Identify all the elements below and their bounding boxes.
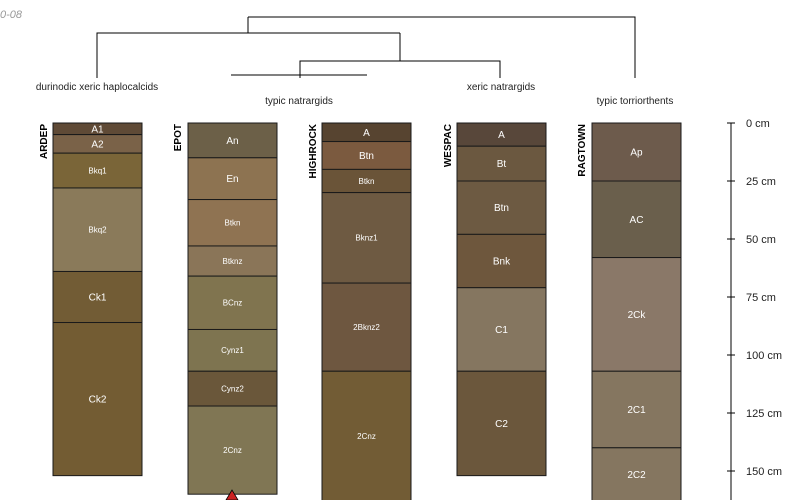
horizon-block	[187, 405, 278, 495]
dendrogram-branches	[96, 16, 636, 78]
horizon-block	[456, 287, 547, 372]
horizon-label: A1	[91, 124, 104, 135]
depth-tick-label: 125 cm	[746, 408, 782, 420]
horizon-label: Btkn	[224, 219, 240, 228]
soil-profile-epot: EPOT An En Btkn Btknz BCnz Cynz1 Cynz2 2Cnz	[173, 122, 278, 495]
horizon-label: 2C2	[627, 470, 646, 481]
horizon-block	[321, 282, 412, 372]
horizon-block	[456, 145, 547, 182]
profile-name: RAGTOWN	[577, 124, 588, 177]
cluster-label-torriorthents: typic torriorthents	[597, 96, 674, 107]
soil-profile-ragtown: RAGTOWN Ap AC 2Ck 2C1 2C2	[577, 122, 682, 500]
horizon-label: BCnz	[223, 299, 243, 308]
horizon-block	[52, 270, 143, 324]
horizon-block	[321, 370, 412, 500]
cluster-label-typic-natrargids: typic natrargids	[265, 96, 333, 107]
horizon-label: AC	[630, 215, 644, 226]
horizon-label: 2Cnz	[223, 446, 242, 455]
horizon-label: 2C1	[627, 405, 646, 416]
profiles-layer: ARDEP A1 A2 Bkq1 Bkq2 Ck1 Ck2 EPOT An En Btkn Btknz…	[39, 122, 682, 500]
profile-name: EPOT	[173, 124, 184, 151]
horizon-label: Cynz1	[221, 346, 244, 355]
horizon-block	[187, 245, 278, 277]
horizon-label: Bnk	[493, 257, 511, 268]
horizon-label: A	[498, 130, 505, 141]
horizon-block	[591, 180, 682, 259]
depth-tick-label: 100 cm	[746, 350, 782, 362]
profile-name: ARDEP	[39, 124, 50, 159]
horizon-label: 2Cnz	[357, 432, 376, 441]
horizon-block	[591, 447, 682, 500]
horizon-label: Btkn	[358, 177, 374, 186]
profile-name: HIGHROCK	[308, 123, 319, 178]
horizon-label: An	[226, 136, 238, 147]
horizon-block	[456, 370, 547, 477]
horizon-block	[52, 322, 143, 477]
soil-profile-wespac: WESPAC A Bt Btn Bnk C1 C2	[443, 122, 547, 477]
depth-tick-label: 75 cm	[746, 292, 776, 304]
horizon-label: Btn	[359, 151, 374, 162]
cluster-label-xeric-natrargids: xeric natrargids	[467, 82, 535, 93]
depth-marker-icon	[225, 489, 239, 500]
horizon-label: C2	[495, 419, 508, 430]
horizon-label: Ck2	[89, 395, 107, 406]
horizon-label: Btknz	[222, 257, 242, 266]
horizon-label: Ck1	[89, 293, 107, 304]
horizon-block	[187, 370, 278, 407]
depth-tick-label: 25 cm	[746, 176, 776, 188]
horizon-label: Cynz2	[221, 384, 244, 393]
horizon-block	[187, 275, 278, 330]
horizon-label: En	[226, 174, 238, 185]
horizon-label: Btn	[494, 203, 509, 214]
horizon-block	[187, 122, 278, 159]
horizon-block	[187, 157, 278, 201]
depth-axis: 0 cm 25 cm 50 cm 75 cm 100 cm 125 cm 150 cm	[727, 118, 782, 500]
horizon-label: Bkq2	[88, 226, 107, 235]
horizon-label: Bkq1	[88, 166, 107, 175]
soil-profile-ardep: ARDEP A1 A2 Bkq1 Bkq2 Ck1 Ck2	[39, 122, 143, 477]
horizon-label: Ap	[630, 148, 643, 159]
horizon-label: Bknz1	[355, 234, 378, 243]
horizon-block	[187, 199, 278, 247]
horizon-block	[187, 328, 278, 372]
horizon-block	[321, 192, 412, 284]
depth-tick-label: 0 cm	[746, 118, 770, 130]
horizon-label: A	[363, 128, 370, 139]
cluster-label-haplocalcids: durinodic xeric haplocalcids	[36, 82, 158, 93]
horizon-block	[456, 233, 547, 289]
horizon-label: 2Bknz2	[353, 323, 380, 332]
depth-tick-label: 50 cm	[746, 234, 776, 246]
horizon-label: 2Ck	[628, 310, 647, 321]
horizon-label: C1	[495, 325, 508, 336]
horizon-label: Bt	[497, 159, 507, 170]
dendrogram	[96, 16, 636, 78]
horizon-block	[52, 152, 143, 189]
horizon-label: A2	[91, 139, 104, 150]
horizon-block	[591, 257, 682, 372]
horizon-block	[52, 187, 143, 272]
depth-tick-label: 150 cm	[746, 466, 782, 478]
soil-profile-highrock: HIGHROCK A Btn Btkn Bknz1 2Bknz2 2Cnz	[308, 122, 412, 500]
corner-note: 0-08	[0, 9, 23, 21]
horizon-block	[456, 180, 547, 235]
profile-name: WESPAC	[443, 124, 454, 167]
